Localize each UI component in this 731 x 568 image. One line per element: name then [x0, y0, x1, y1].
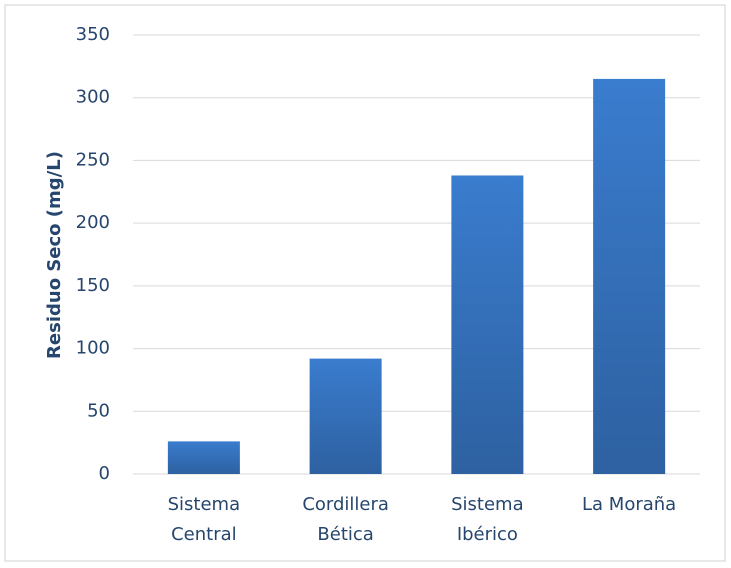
bar-shade [593, 78, 666, 475]
x-tick-label: Sistema Ibérico [451, 494, 524, 545]
x-tick-label: Sistema Central [167, 494, 241, 545]
bar-shade [167, 441, 240, 474]
y-axis-title: Residuo Seco (mg/L) [44, 151, 65, 359]
y-tick-label: 0 [99, 463, 110, 484]
y-tick-label: 100 [76, 338, 110, 359]
y-tick-label: 50 [87, 400, 110, 421]
bar-shade [451, 175, 524, 475]
bar-shade [309, 358, 382, 474]
y-tick-label: 350 [76, 24, 110, 45]
x-tick-label: La Moraña [582, 494, 677, 515]
y-tick-label: 250 [76, 149, 110, 170]
y-tick-label: 300 [76, 87, 110, 108]
y-tick-label: 200 [76, 212, 110, 233]
y-tick-label: 150 [76, 275, 110, 296]
x-tick-label: Cordillera Bética [302, 494, 389, 545]
